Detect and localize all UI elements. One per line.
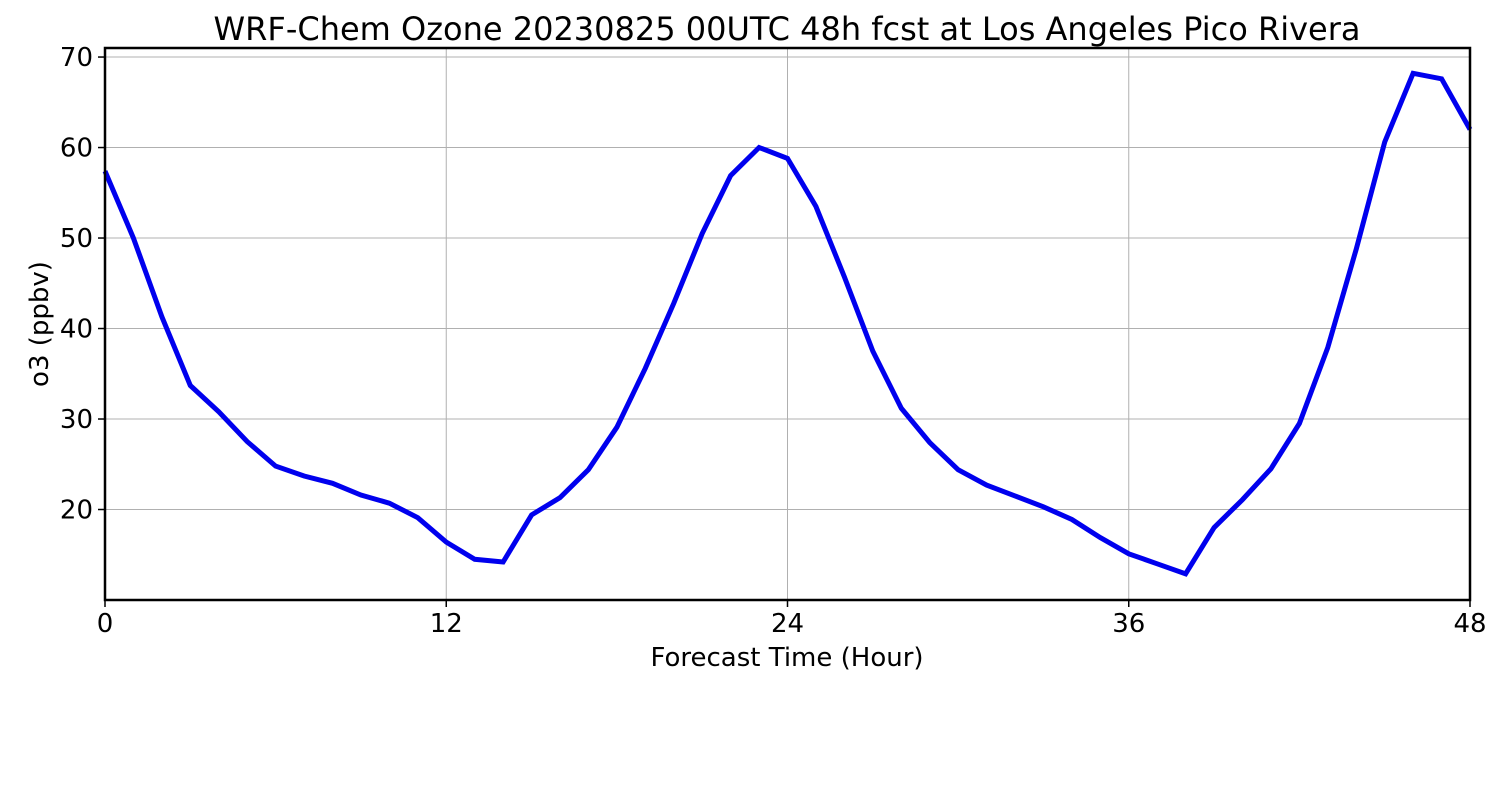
- y-tick-label: 50: [60, 224, 93, 254]
- y-tick-label: 30: [60, 405, 93, 435]
- tick-layer: 0 12 24 36 48 20 30 40 50 60 70: [60, 43, 1487, 639]
- chart-title: WRF-Chem Ozone 20230825 00UTC 48h fcst a…: [214, 10, 1361, 48]
- grid-layer: [104, 48, 1471, 600]
- y-tick-label: 70: [60, 43, 93, 73]
- y-tick-label: 20: [60, 496, 93, 526]
- x-axis-label: Forecast Time (Hour): [650, 643, 923, 673]
- x-tick-label: 12: [430, 609, 463, 639]
- x-tick-label: 48: [1453, 609, 1486, 639]
- y-tick-label: 60: [60, 134, 93, 164]
- y-axis-label: o3 (ppbv): [25, 261, 55, 387]
- x-tick-label: 36: [1112, 609, 1145, 639]
- ozone-series-line: [102, 70, 1473, 577]
- series-layer: [102, 70, 1473, 577]
- x-tick-label: 0: [97, 609, 114, 639]
- y-tick-label: 40: [60, 315, 93, 345]
- x-tick-label: 24: [771, 609, 804, 639]
